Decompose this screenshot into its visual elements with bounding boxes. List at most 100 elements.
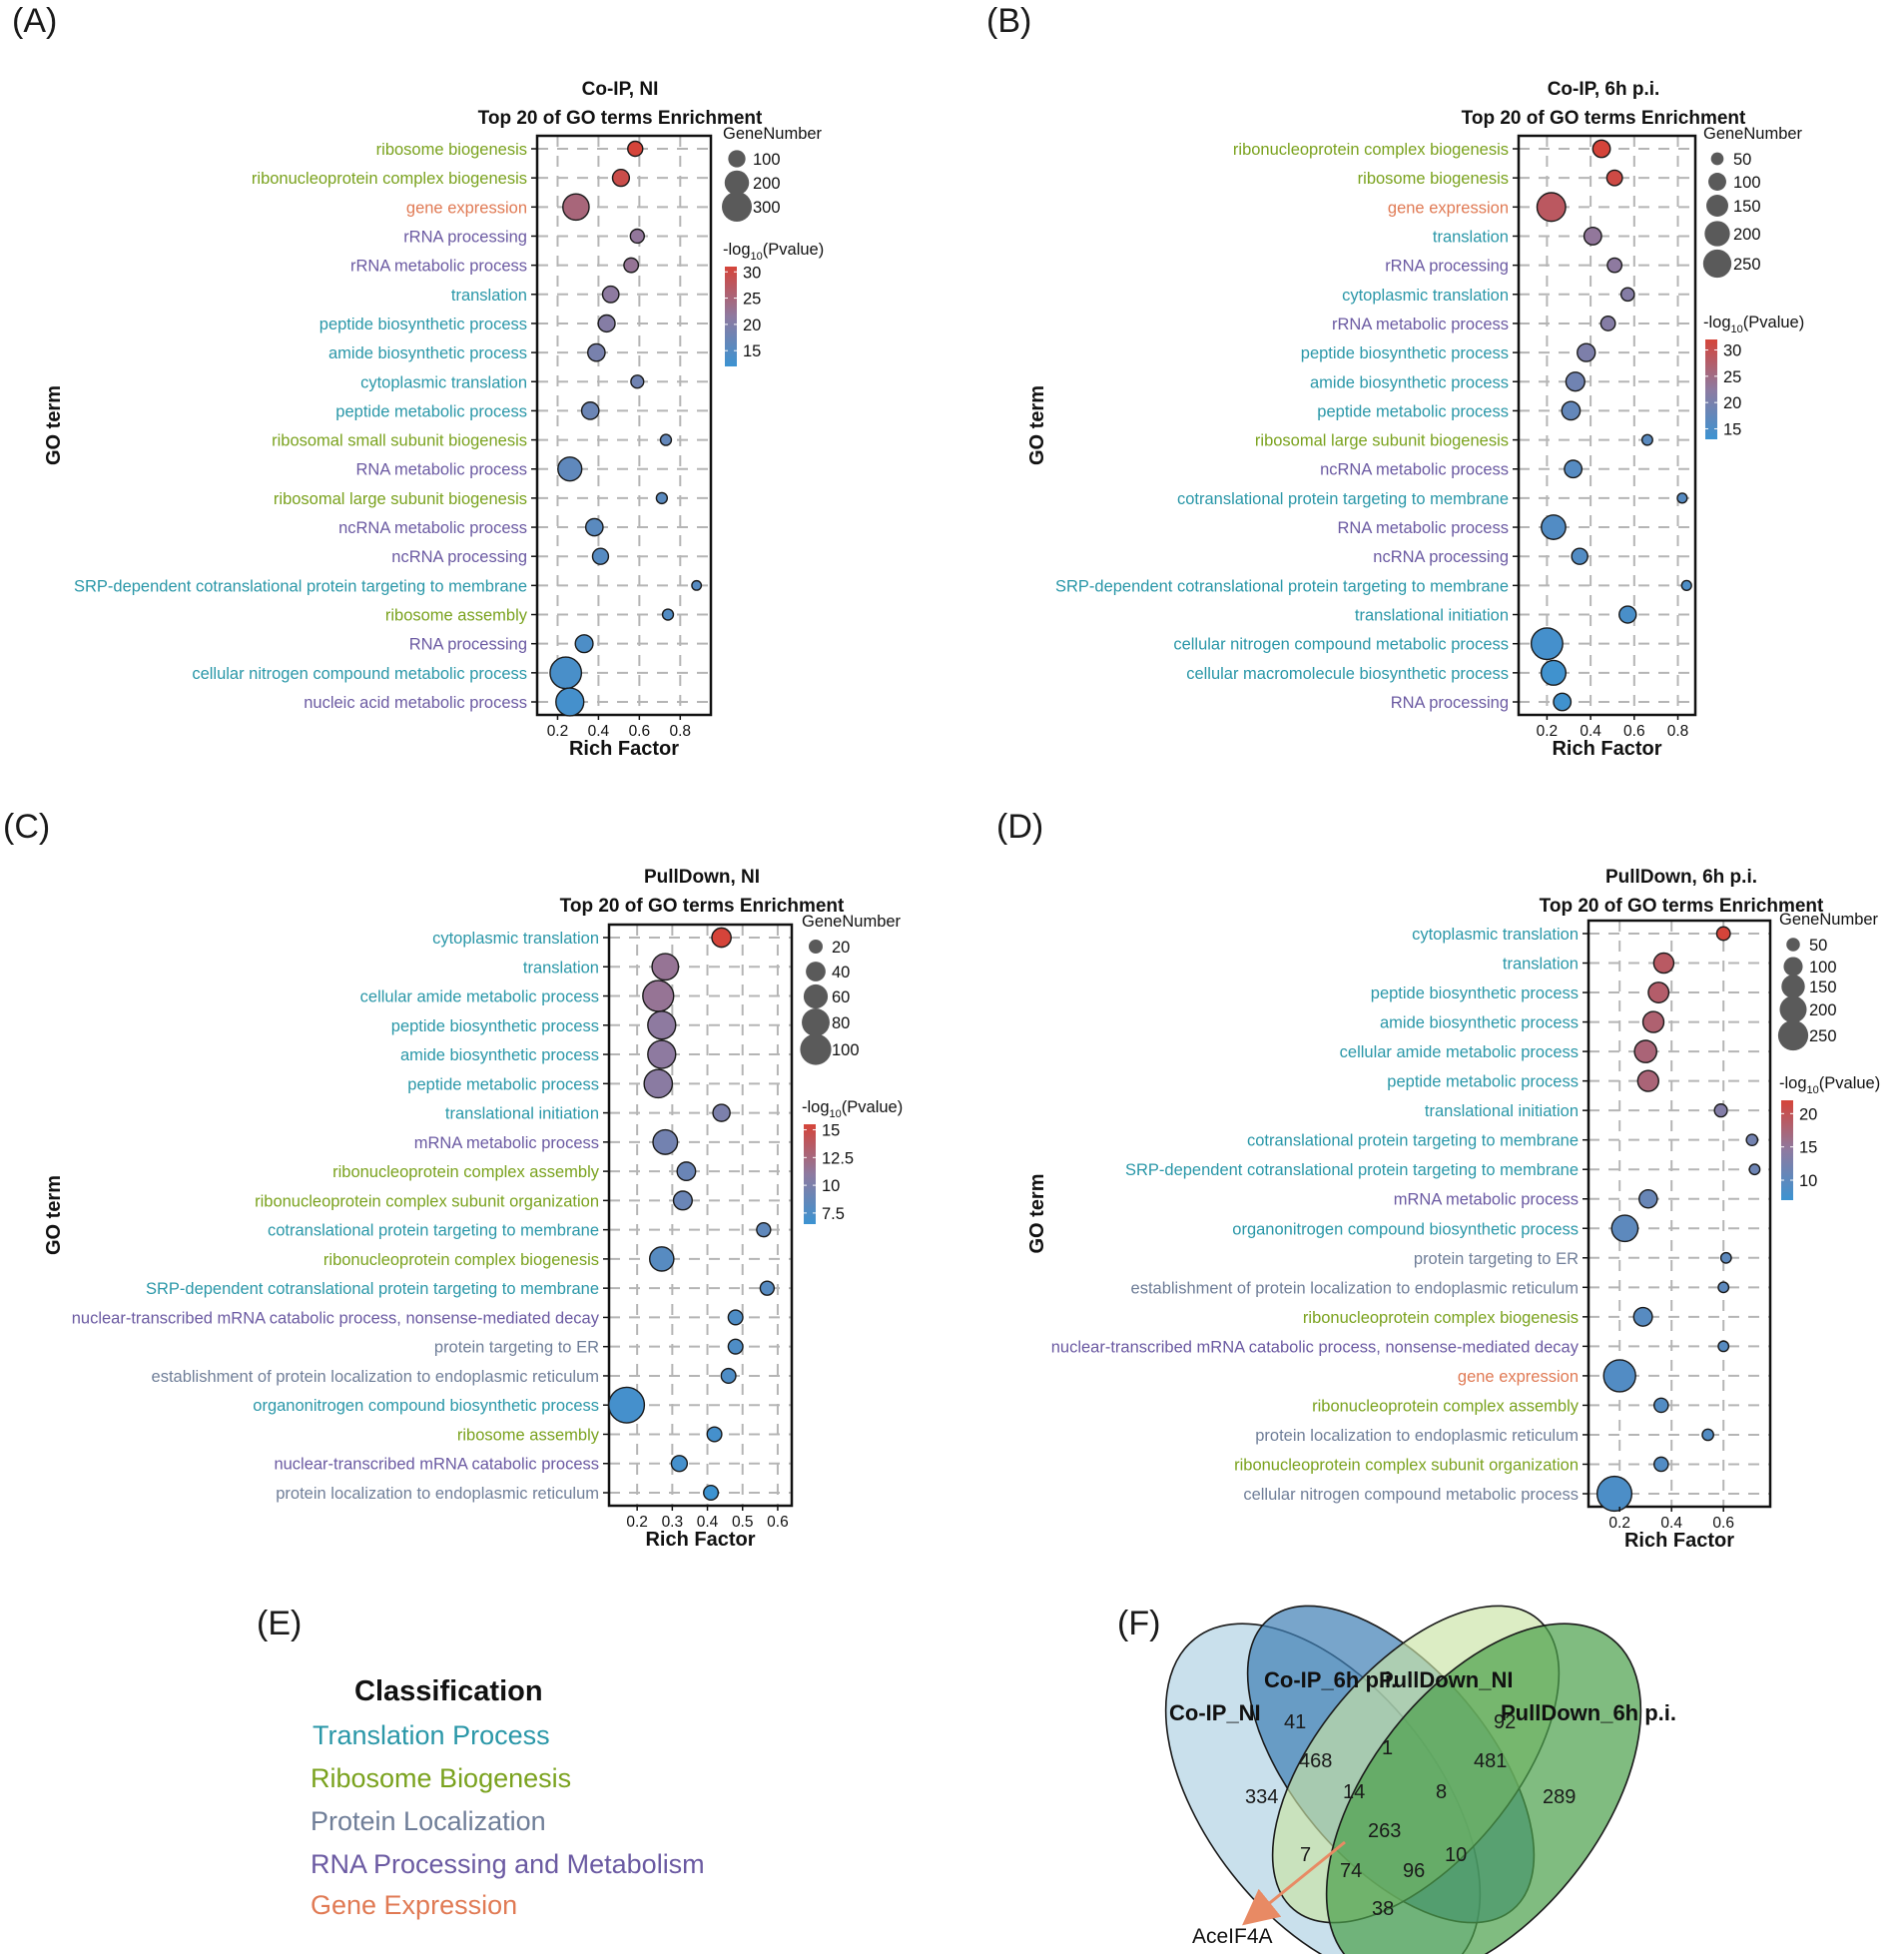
x-axis-label: Rich Factor	[569, 738, 679, 760]
y-axis-label: GO term	[1026, 385, 1048, 465]
data-point	[1653, 1456, 1669, 1473]
size-legend-title: GeneNumber	[802, 913, 902, 931]
size-legend-label: 150	[1733, 198, 1761, 216]
x-tick-label: 0.8	[670, 723, 692, 740]
venn-region-value: 38	[1372, 1898, 1394, 1920]
chart-subtitle: Top 20 of GO terms Enrichment	[1540, 896, 1824, 917]
color-bar	[804, 1124, 816, 1224]
go-term-label: translation	[1433, 228, 1509, 246]
color-bar	[1705, 339, 1717, 439]
venn-region-value: 41	[1284, 1711, 1306, 1733]
size-legend-title: GeneNumber	[1779, 911, 1879, 929]
color-legend-title: -log10(Pvalue)	[1779, 1074, 1880, 1096]
go-term-label: protein localization to endoplasmic reti…	[276, 1485, 599, 1503]
size-legend-bubble	[728, 150, 746, 168]
venn-region-value: 1	[1382, 1737, 1393, 1759]
data-point	[627, 140, 644, 158]
x-tick-label: 0.6	[1712, 1515, 1734, 1532]
data-point	[647, 1039, 677, 1069]
size-legend-label: 40	[832, 964, 850, 981]
go-term-label: amide biosynthetic process	[1380, 1014, 1579, 1032]
go-term-label: nuclear-transcribed mRNA catabolic proce…	[1051, 1338, 1580, 1356]
color-bar-label: 12.5	[822, 1149, 854, 1167]
size-legend-label: 100	[1809, 959, 1837, 977]
go-term-label: organonitrogen compound biosynthetic pro…	[253, 1397, 599, 1415]
go-term-label: peptide metabolic process	[1317, 402, 1509, 420]
color-bar-label: 20	[1799, 1105, 1817, 1123]
data-point	[574, 634, 594, 654]
data-point	[580, 401, 600, 420]
data-point	[1633, 1039, 1658, 1063]
size-legend-title: GeneNumber	[1703, 125, 1803, 143]
go-term-label: protein targeting to ER	[434, 1339, 599, 1357]
color-bar-label: 15	[743, 342, 761, 360]
venn-region-value: 468	[1299, 1750, 1332, 1772]
size-legend-bubble	[1779, 995, 1807, 1023]
venn-set-pulldown-6h	[1325, 1623, 1642, 1954]
venn-label-pulldown-6h: PullDown_6h p.i.	[1501, 1700, 1676, 1725]
data-point	[1748, 1163, 1761, 1176]
classification-item-gene-expression: Gene Expression	[311, 1890, 517, 1920]
venn-region-value: 96	[1403, 1860, 1425, 1882]
color-bar	[725, 267, 737, 366]
data-point	[587, 342, 606, 362]
data-point	[1618, 605, 1637, 624]
chart-subtitle: Top 20 of GO terms Enrichment	[478, 108, 763, 129]
go-term-label: rRNA processing	[403, 228, 527, 246]
size-legend-label: 100	[753, 151, 781, 169]
x-axis-label: Rich Factor	[645, 1529, 755, 1551]
go-term-label: ribonucleoprotein complex assembly	[1312, 1397, 1580, 1415]
go-term-label: ribosomal large subunit biogenesis	[274, 490, 527, 508]
size-legend-label: 300	[753, 199, 781, 217]
venn-region-value: 74	[1340, 1860, 1362, 1882]
go-term-label: cotranslational protein targeting to mem…	[268, 1222, 599, 1240]
go-term-label: rRNA processing	[1385, 258, 1509, 276]
classification-item-localization: Protein Localization	[311, 1806, 546, 1836]
plot-frame	[607, 923, 794, 1508]
panel-b: Co-IP, 6h p.i. Top 20 of GO terms Enrichm…	[1026, 79, 1804, 760]
go-term-label: ncRNA processing	[391, 548, 527, 566]
go-term-label: ribosome assembly	[457, 1426, 600, 1444]
size-legend-bubble	[1704, 221, 1730, 247]
data-point	[1632, 1306, 1653, 1327]
size-legend-bubble	[1706, 195, 1728, 217]
data-point	[1602, 1359, 1636, 1393]
x-tick-label: 0.4	[588, 723, 610, 740]
size-legend-bubble	[724, 170, 750, 196]
color-bar-label: 30	[1723, 342, 1741, 360]
go-term-label: ribosomal small subunit biogenesis	[272, 432, 527, 450]
plot-frame	[1517, 134, 1697, 717]
venn-region-value: 334	[1245, 1786, 1278, 1808]
data-point	[597, 314, 616, 333]
data-point	[1565, 371, 1586, 392]
go-term-label: SRP-dependent cotranslational protein ta…	[146, 1280, 599, 1298]
go-term-label: peptide biosynthetic process	[1301, 344, 1509, 362]
go-term-label: translation	[523, 959, 599, 977]
data-point	[1564, 459, 1584, 479]
color-bar-label: 15	[1723, 420, 1741, 438]
data-point	[661, 608, 675, 621]
go-term-label: cellular macromolecule biosynthetic proc…	[1186, 665, 1509, 683]
go-term-label: gene expression	[1458, 1368, 1579, 1386]
data-point	[1540, 659, 1568, 686]
venn-region-value: 8	[1436, 1781, 1447, 1803]
data-point	[1605, 169, 1623, 187]
data-point	[691, 579, 703, 591]
x-tick-label: 0.3	[662, 1514, 684, 1531]
go-term-label: amide biosynthetic process	[328, 344, 527, 362]
chart-title: PullDown, 6h p.i.	[1605, 867, 1757, 888]
go-term-label: gene expression	[1388, 199, 1509, 217]
go-term-label: cytoplasmic translation	[360, 373, 527, 391]
panel-letter-b: (B)	[986, 2, 1031, 40]
go-term-label: nucleic acid metabolic process	[304, 694, 527, 712]
size-legend-bubble	[806, 962, 826, 981]
venn-region-value: 7	[1300, 1844, 1311, 1866]
x-tick-label: 0.8	[1667, 723, 1689, 740]
data-point	[712, 1103, 731, 1122]
panel-d: PullDown, 6h p.i. Top 20 of GO terms Enri…	[1026, 867, 1880, 1552]
data-point	[1638, 1188, 1658, 1209]
data-point	[1719, 1251, 1732, 1264]
x-tick-label: 0.2	[547, 723, 569, 740]
panel-letter-e: (E)	[257, 1605, 302, 1642]
